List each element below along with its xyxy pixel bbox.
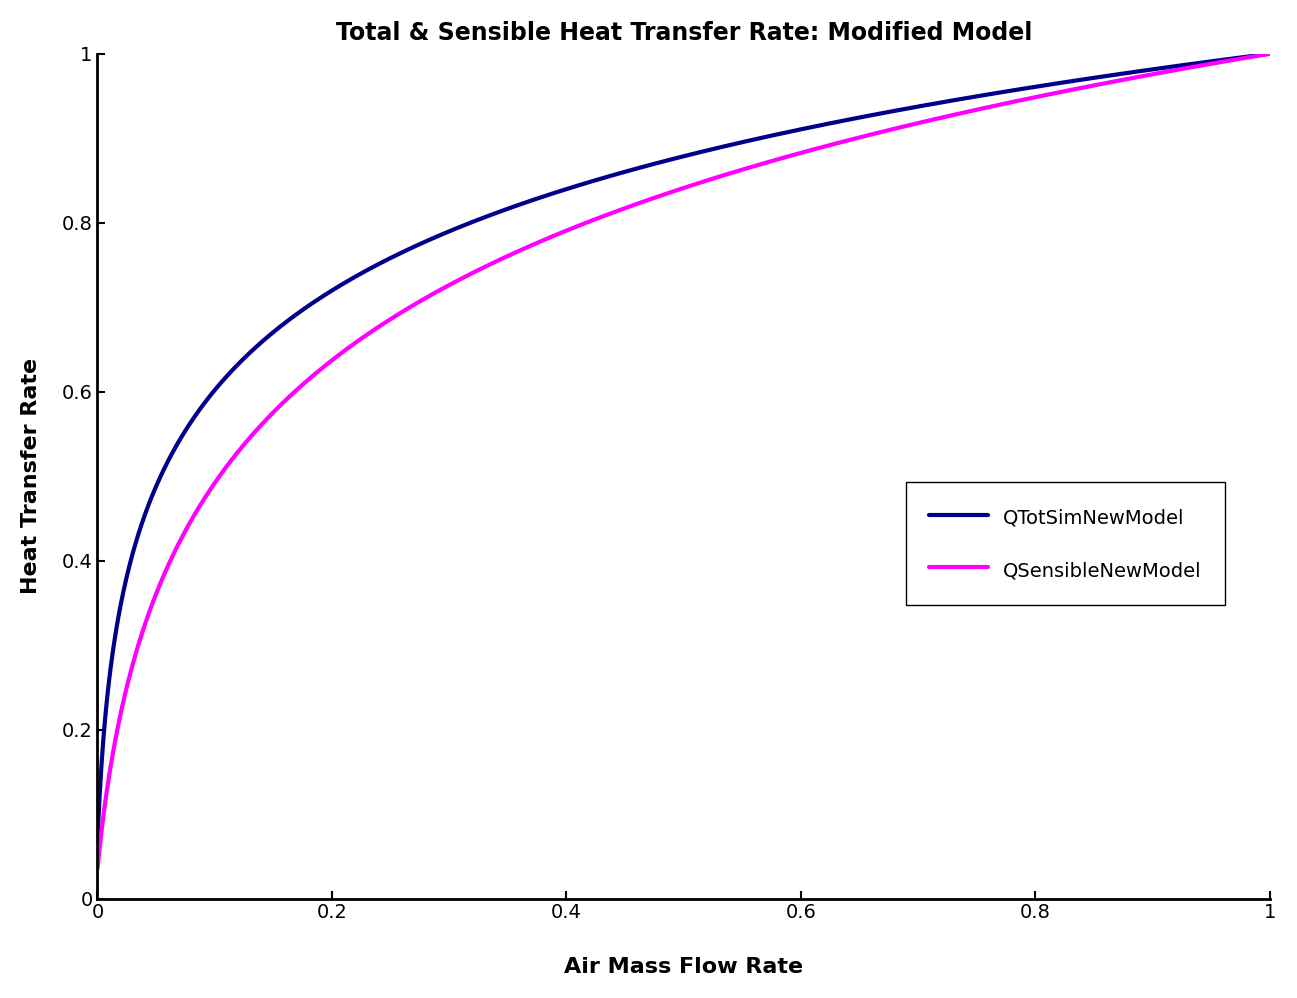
QSensibleNewModel — [149, 585, 165, 597]
QSensibleNewModel — [660, 188, 676, 200]
X-axis label: Air Mass Flow Rate: Air Mass Flow Rate — [564, 957, 803, 977]
Y-axis label: Heat Transfer Rate: Heat Transfer Rate — [21, 358, 40, 594]
Legend: QTotSimNewModel, QSensibleNewModel: QTotSimNewModel, QSensibleNewModel — [905, 482, 1226, 606]
QTotSimNewModel — [660, 155, 676, 167]
QSensibleNewModel — [89, 863, 105, 875]
QTotSimNewModel — [1228, 52, 1244, 64]
QTotSimNewModel — [1262, 48, 1278, 60]
QTotSimNewModel — [89, 837, 105, 849]
Line: QSensibleNewModel: QSensibleNewModel — [97, 54, 1270, 869]
QSensibleNewModel — [629, 198, 645, 210]
QTotSimNewModel — [1227, 52, 1243, 64]
QTotSimNewModel — [629, 163, 645, 175]
QSensibleNewModel — [1227, 54, 1243, 66]
Title: Total & Sensible Heat Transfer Rate: Modified Model: Total & Sensible Heat Transfer Rate: Mod… — [336, 21, 1032, 45]
Line: QTotSimNewModel: QTotSimNewModel — [97, 54, 1270, 843]
QTotSimNewModel — [149, 478, 165, 490]
QTotSimNewModel — [1013, 83, 1029, 95]
QSensibleNewModel — [1262, 48, 1278, 60]
QSensibleNewModel — [1228, 54, 1244, 66]
QSensibleNewModel — [1013, 94, 1029, 106]
